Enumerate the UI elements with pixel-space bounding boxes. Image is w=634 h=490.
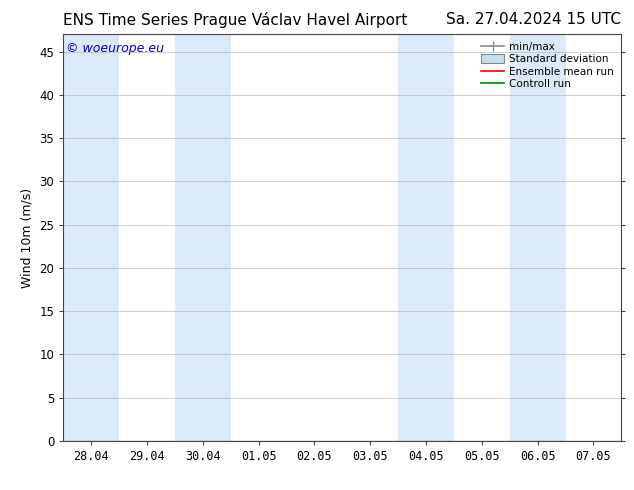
Legend: min/max, Standard deviation, Ensemble mean run, Controll run: min/max, Standard deviation, Ensemble me… bbox=[477, 37, 618, 94]
Text: © woeurope.eu: © woeurope.eu bbox=[66, 43, 164, 55]
Bar bbox=[510, 34, 566, 441]
Bar bbox=[175, 34, 231, 441]
Text: Sa. 27.04.2024 15 UTC: Sa. 27.04.2024 15 UTC bbox=[446, 12, 621, 27]
Y-axis label: Wind 10m (m/s): Wind 10m (m/s) bbox=[21, 188, 34, 288]
Bar bbox=[398, 34, 454, 441]
Bar bbox=[63, 34, 119, 441]
Text: ENS Time Series Prague Václav Havel Airport: ENS Time Series Prague Václav Havel Airp… bbox=[63, 12, 408, 28]
